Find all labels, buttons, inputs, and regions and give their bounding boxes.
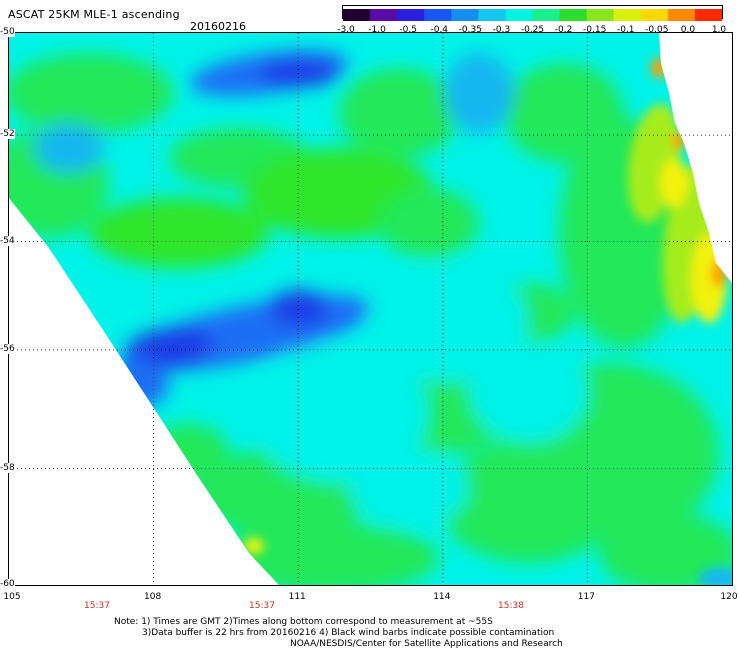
field-patch [249,343,429,483]
colorbar-segment [667,9,696,21]
measurement-time-label: 15:37 [249,601,275,611]
field-patch [9,53,174,133]
field-patch [444,53,514,133]
field-patch [149,423,229,483]
latitude-label: -50 [0,27,15,37]
map-date: 20160216 [190,20,246,33]
longitude-label: 117 [577,592,595,602]
map-title: ASCAT 25KM MLE-1 ascending [8,8,180,21]
colorbar-tick-label: -3.0 [337,25,355,35]
colorbar-segment [586,9,615,21]
footnote-line-2: 3)Data buffer is 22 hrs from 20160216 4)… [142,628,555,638]
colorbar-tick-label: -0.2 [554,25,573,35]
colorbar-segment [397,9,425,21]
colorbar-tick-label: -0.5 [399,25,417,35]
colorbar-segment [613,9,642,21]
colorbar-segment [370,9,398,21]
latitude-label: -60 [0,579,15,589]
colorbar-segment [505,9,534,21]
footnote-line-1: Note: 1) Times are GMT 2)Times along bot… [114,617,493,627]
longitude-label: 111 [288,592,306,602]
colorbar-segment [451,9,479,21]
colorbar-segment [343,9,371,21]
field-patch [660,158,688,208]
longitude-label: 105 [3,592,21,602]
field-patch [349,448,469,528]
longitude-label: 120 [720,592,738,602]
longitude-label: 114 [433,592,451,602]
field-patch [124,327,214,369]
field-patch [109,358,169,408]
measurement-time-label: 15:37 [84,601,110,611]
longitude-label: 108 [144,592,162,602]
colorbar-segment [424,9,452,21]
field-patch [699,568,732,585]
field-patch [269,290,329,326]
colorbar-gradient [343,9,723,21]
latitude-label: -58 [0,462,15,473]
colorbar-tick-label: 0.0 [680,25,696,35]
field-patch [379,188,479,258]
field-patch [244,538,264,554]
colorbar-tick-label: -0.05 [645,25,669,35]
swath-field [9,33,732,585]
colorbar-tick-label: -0.25 [520,25,545,35]
field-patch [439,443,619,563]
field-patch [259,59,339,87]
field-patch [469,343,589,443]
latitude-label: -56 [0,343,15,354]
field-patch [34,123,104,173]
colorbar-tick-label: -1.0 [368,25,386,35]
colorbar-segment [694,9,723,21]
swath-map [8,32,733,586]
footnote-line-3: NOAA/NESDIS/Center for Satellite Applica… [290,639,563,649]
field-patch [219,523,439,585]
colorbar-segment [640,9,669,21]
colorbar-tick-label: -0.15 [583,25,607,35]
latitude-label: -52 [0,129,15,140]
colorbar-tick-label: -0.3 [492,25,511,35]
colorbar-tick-label: -0.1 [616,25,635,35]
colorbar-tick-label: -0.4 [430,25,449,35]
colorbar-segment [559,9,588,21]
colorbar-segment [532,9,561,21]
field-patch [89,198,269,268]
field-patch [339,68,459,158]
latitude-label: -54 [0,235,15,246]
colorbar [342,5,723,21]
colorbar-segment [478,9,507,21]
colorbar-tick-label: 1.0 [711,25,727,35]
colorbar-tick-label: -0.35 [458,25,482,35]
field-patch [369,263,529,383]
measurement-time-label: 15:38 [498,601,524,611]
